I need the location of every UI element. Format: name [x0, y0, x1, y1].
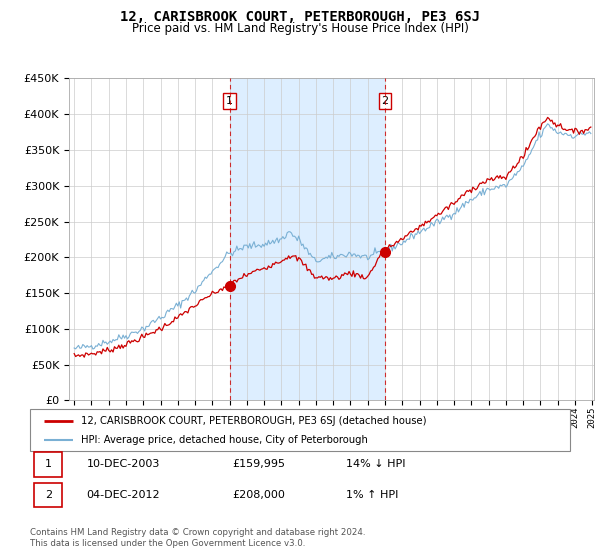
Text: 2: 2	[45, 490, 52, 500]
Text: 04-DEC-2012: 04-DEC-2012	[86, 490, 160, 500]
Text: 10-DEC-2003: 10-DEC-2003	[86, 459, 160, 469]
Text: Price paid vs. HM Land Registry's House Price Index (HPI): Price paid vs. HM Land Registry's House …	[131, 22, 469, 35]
Text: £159,995: £159,995	[233, 459, 286, 469]
FancyBboxPatch shape	[30, 409, 570, 451]
Text: 1: 1	[45, 459, 52, 469]
FancyBboxPatch shape	[34, 452, 62, 477]
Text: 12, CARISBROOK COURT, PETERBOROUGH, PE3 6SJ: 12, CARISBROOK COURT, PETERBOROUGH, PE3 …	[120, 10, 480, 24]
FancyBboxPatch shape	[34, 483, 62, 507]
Text: 14% ↓ HPI: 14% ↓ HPI	[346, 459, 406, 469]
Text: 1: 1	[226, 96, 233, 106]
Text: 1% ↑ HPI: 1% ↑ HPI	[346, 490, 398, 500]
Bar	[230, 78, 385, 400]
Text: This data is licensed under the Open Government Licence v3.0.: This data is licensed under the Open Gov…	[30, 539, 305, 548]
Text: Contains HM Land Registry data © Crown copyright and database right 2024.: Contains HM Land Registry data © Crown c…	[30, 528, 365, 537]
Text: 12, CARISBROOK COURT, PETERBOROUGH, PE3 6SJ (detached house): 12, CARISBROOK COURT, PETERBOROUGH, PE3 …	[82, 416, 427, 426]
Text: HPI: Average price, detached house, City of Peterborough: HPI: Average price, detached house, City…	[82, 435, 368, 445]
Text: £208,000: £208,000	[233, 490, 286, 500]
Text: 2: 2	[382, 96, 389, 106]
